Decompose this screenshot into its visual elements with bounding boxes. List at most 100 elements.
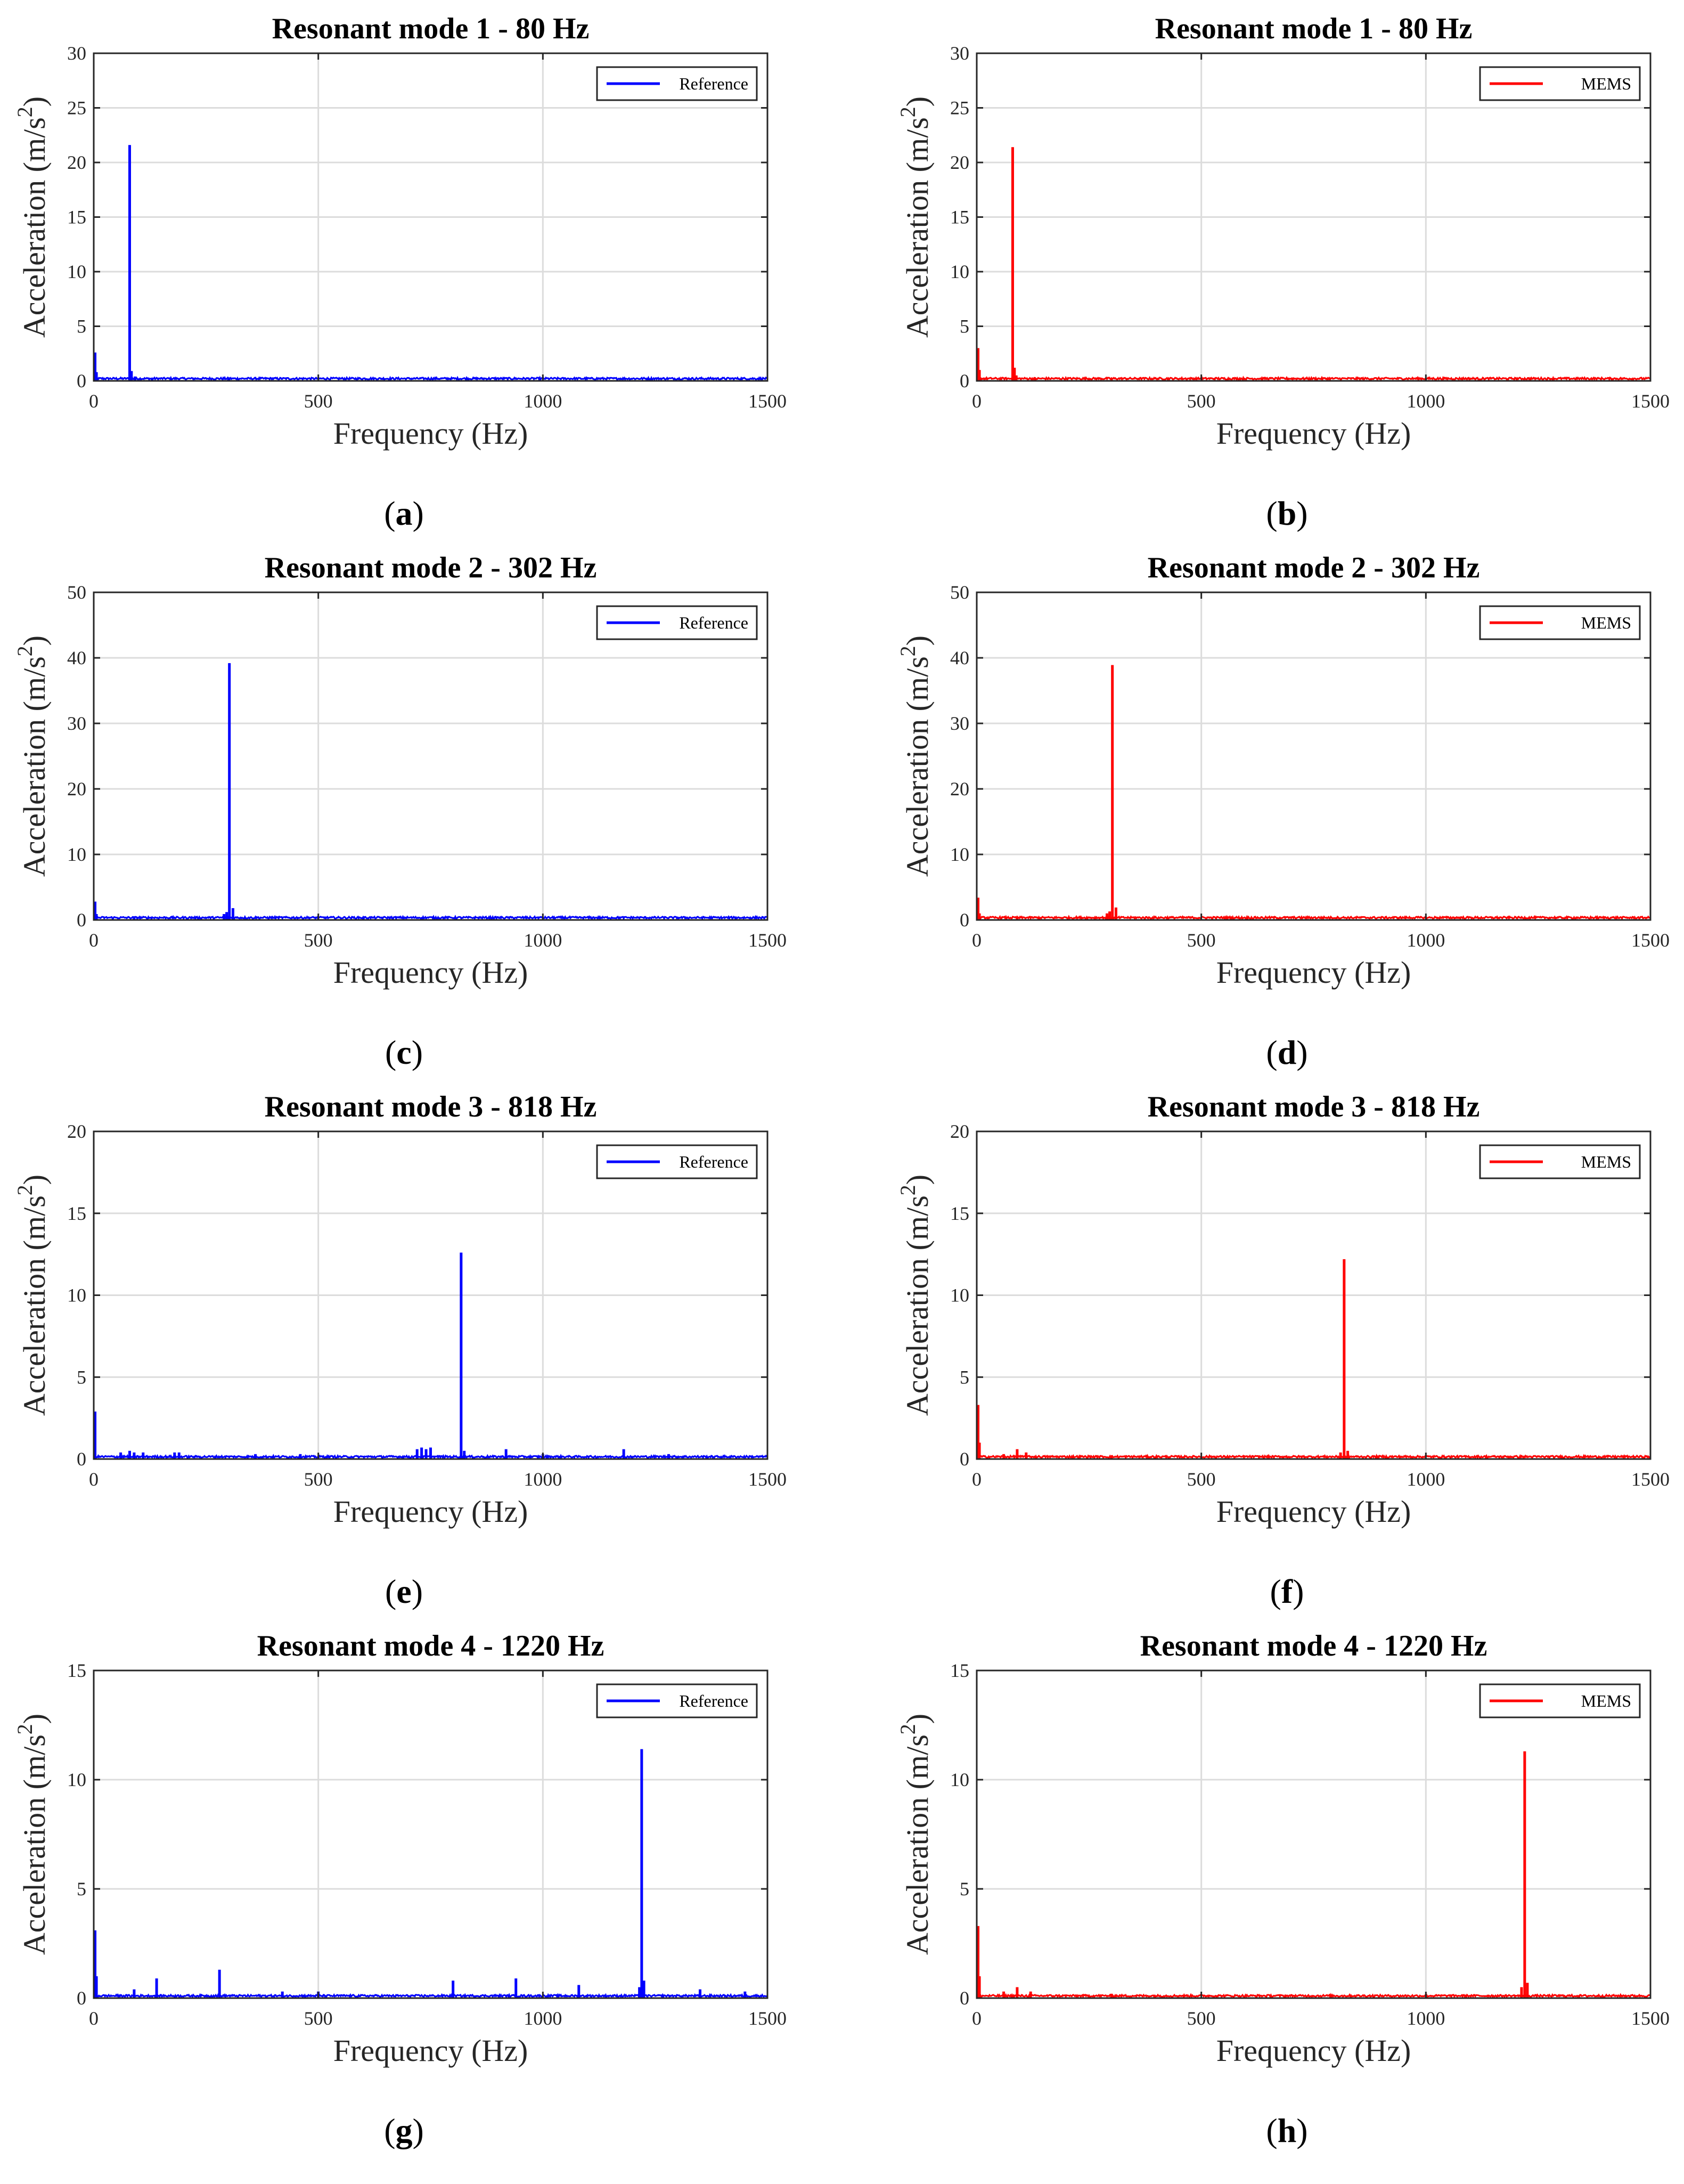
panel-label-letter: f [1281,1572,1293,1610]
plot-area [94,1670,767,1998]
legend-label: Reference [679,1152,748,1171]
y-axis-label-base: Acceleration (m/s [900,656,935,877]
chart-panel-c: 0 500 1000 1500 0 10 20 30 40 50 Resonant mode 2 -… [13,551,787,1071]
y-tick-label: 10 [67,261,86,282]
y-axis-label-base: Acceleration (m/s [17,1195,52,1416]
axes-box [976,591,1652,921]
y-axis-label-base: Acceleration (m/s [900,117,935,338]
x-tick-label: 1500 [748,2008,787,2029]
y-tick-label: 0 [960,1448,969,1470]
panel-label-close: ) [1296,2112,1307,2149]
y-tick-label: 10 [67,844,86,865]
y-axis-label-superscript: 2 [13,1185,37,1195]
chart-panel-e: 0 500 1000 1500 0 5 10 15 20 Resonant mode 3 - 81… [13,1090,787,1610]
y-tick-label: 0 [960,370,969,392]
x-axis-label: Frequency (Hz) [333,2033,528,2068]
x-tick-label: 0 [89,390,99,412]
y-tick-label: 0 [77,1448,86,1470]
y-tick-label: 15 [950,1203,969,1224]
y-axis-label-end: ) [17,1714,52,1724]
panel-label-close: ) [413,494,424,532]
y-tick-label: 5 [960,316,969,337]
chart-title: Resonant mode 3 - 818 Hz [1148,1090,1480,1123]
chart-panel-d: 0 500 1000 1500 0 10 20 30 40 50 Resonant mode 2 -… [896,551,1670,1071]
panel-label: (h) [1266,2112,1307,2149]
y-tick-label: 20 [67,1121,86,1142]
panel-label-open: ( [385,1572,396,1610]
legend-label: MEMS [1581,1691,1631,1710]
x-tick-label: 1000 [524,930,562,951]
panel-label-letter: c [396,1033,411,1071]
y-axis-label: Acceleration (m/s2) [896,635,935,877]
legend-label: Reference [679,74,748,93]
axes-box [93,1669,769,1999]
y-axis-label-superscript: 2 [896,646,920,656]
chart-title: Resonant mode 2 - 302 Hz [1148,551,1480,584]
y-axis-label: Acceleration (m/s2) [896,1714,935,1955]
y-axis-label-base: Acceleration (m/s [17,1734,52,1955]
y-tick-label: 10 [950,1769,969,1790]
x-tick-label: 1000 [524,2008,562,2029]
x-tick-label: 1000 [1407,2008,1445,2029]
x-axis-label: Frequency (Hz) [1216,416,1411,451]
y-tick-label: 30 [950,43,969,64]
panel-label-letter: b [1278,494,1297,532]
panel-label: (e) [385,1572,423,1610]
chart-title: Resonant mode 4 - 1220 Hz [1140,1629,1487,1663]
x-tick-label: 500 [1187,390,1216,412]
y-tick-label: 40 [67,647,86,669]
panel-label-close: ) [412,1572,423,1610]
y-axis-label-superscript: 2 [896,1724,920,1734]
x-tick-label: 1000 [1407,1469,1445,1490]
panel-label-close: ) [1296,494,1307,532]
x-tick-label: 0 [89,2008,99,2029]
chart-title: Resonant mode 4 - 1220 Hz [257,1629,604,1663]
y-axis-label: Acceleration (m/s2) [13,96,52,338]
y-axis-label-base: Acceleration (m/s [17,117,52,338]
noise-floor-line [976,1453,1652,1460]
x-axis-label: Frequency (Hz) [1216,2033,1411,2068]
y-tick-label: 0 [77,1987,86,2009]
x-tick-label: 0 [972,1469,982,1490]
legend-label: MEMS [1581,74,1631,93]
y-axis-label-end: ) [17,1175,52,1185]
y-tick-label: 30 [67,713,86,734]
y-axis-label-base: Acceleration (m/s [900,1195,935,1416]
panel-label: (b) [1266,494,1307,532]
chart-panel-g: 0 500 1000 1500 0 5 10 15 Resonant mode 4 - 1220… [13,1629,787,2149]
x-tick-label: 500 [304,930,333,951]
x-tick-label: 500 [304,390,333,412]
y-axis-label-superscript: 2 [13,1724,37,1734]
x-tick-label: 500 [1187,1469,1216,1490]
x-tick-label: 0 [89,1469,99,1490]
panel-label-open: ( [1266,494,1277,532]
noise-floor-line [93,376,768,382]
chart-title: Resonant mode 2 - 302 Hz [265,551,597,584]
y-tick-label: 20 [950,778,969,800]
y-axis-label: Acceleration (m/s2) [13,635,52,877]
y-tick-label: 10 [950,1285,969,1306]
y-tick-label: 10 [67,1285,86,1306]
x-tick-label: 0 [89,930,99,951]
y-tick-label: 10 [67,1769,86,1790]
panel-label: (f) [1270,1572,1304,1610]
y-tick-label: 0 [77,909,86,931]
y-axis-label-superscript: 2 [896,107,920,117]
x-tick-label: 0 [972,2008,982,2029]
chart-panel-h: 0 500 1000 1500 0 5 10 15 Resonant mode 4 - 1220… [896,1629,1670,2149]
x-tick-label: 1500 [748,930,787,951]
y-tick-label: 25 [67,97,86,119]
chart-panel-a: 0 500 1000 1500 0 5 10 15 20 25 30 Resonant mode 1 … [13,12,787,532]
chart-panel-f: 0 500 1000 1500 0 5 10 15 20 Resonant mode 3 - 81… [896,1090,1670,1610]
legend-label: Reference [679,613,748,632]
panel-label-open: ( [1270,1572,1281,1610]
y-tick-label: 15 [67,207,86,228]
y-tick-label: 20 [67,778,86,800]
x-tick-label: 0 [972,390,982,412]
y-axis-label-end: ) [900,1714,935,1724]
y-axis-label-superscript: 2 [13,107,37,117]
panel-label-letter: d [1278,1033,1297,1071]
x-axis-label: Frequency (Hz) [1216,955,1411,990]
legend-box [1479,605,1641,640]
